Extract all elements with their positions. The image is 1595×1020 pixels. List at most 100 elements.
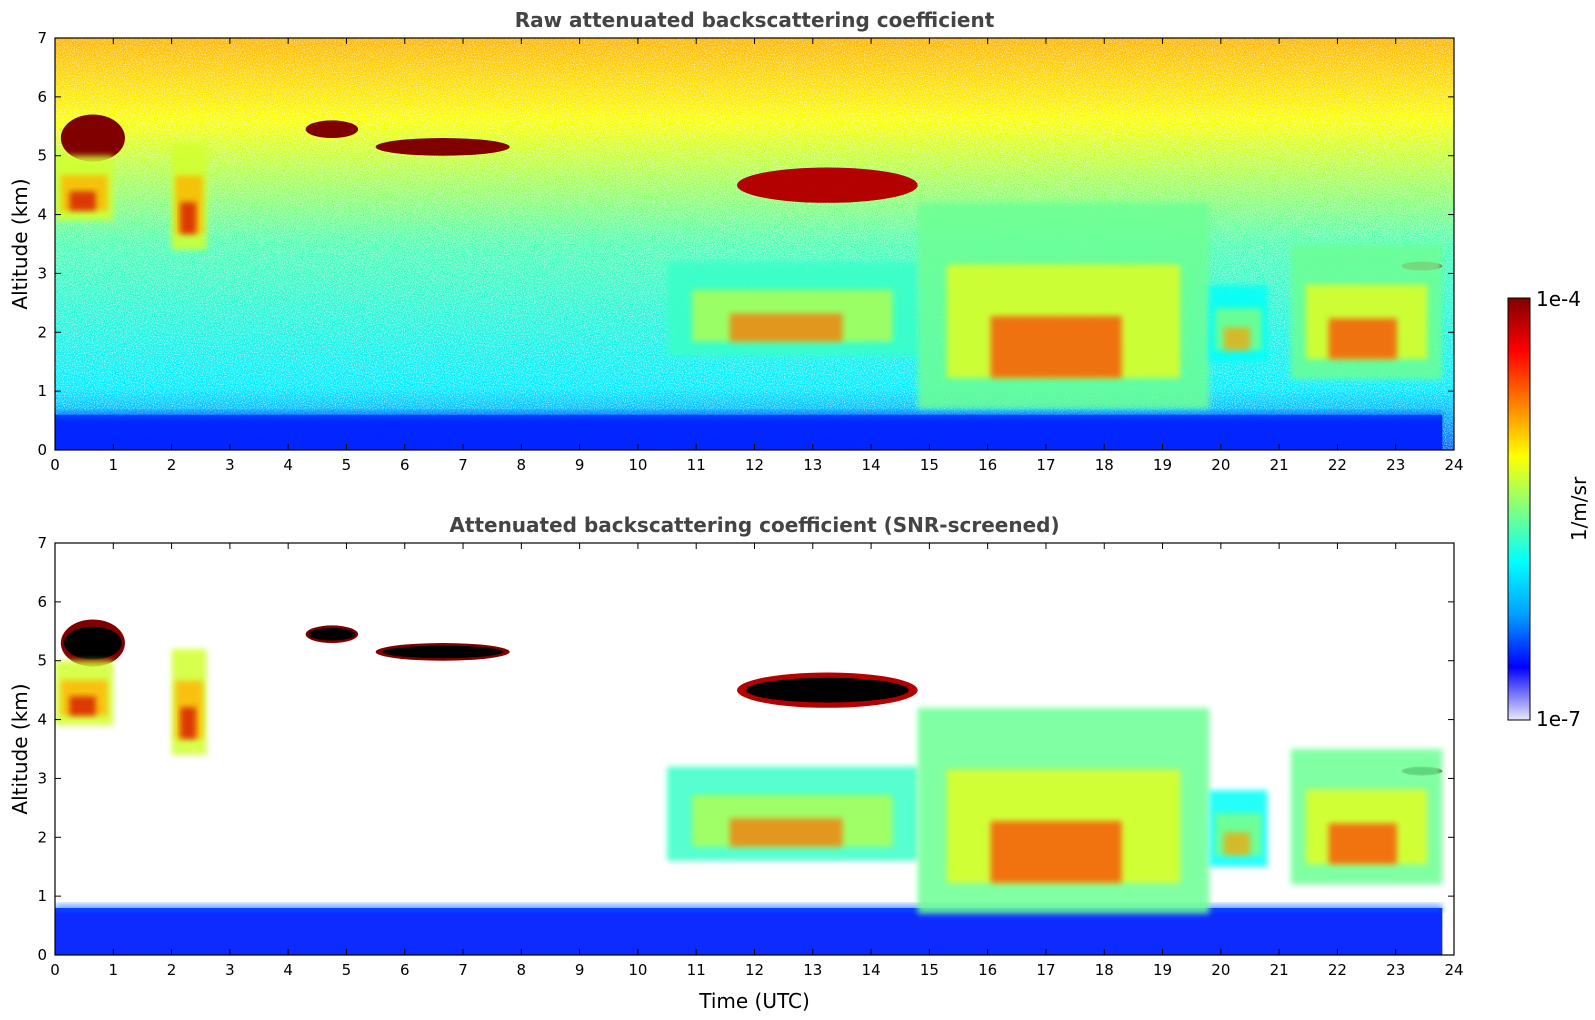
raw-elevated-cloud-feature (305, 120, 359, 139)
screened-elevated-cloud-feature (305, 625, 359, 644)
screened-aerosol-layer-feature (1209, 790, 1268, 867)
x-tick-label: 3 (225, 456, 235, 474)
x-tick-label: 6 (400, 456, 410, 474)
y-tick-label: 3 (37, 264, 47, 282)
screened-heatmap (55, 543, 1454, 955)
x-tick-label: 22 (1328, 961, 1347, 979)
raw-boundary-layer-feature (55, 410, 1443, 450)
y-tick-label: 6 (37, 88, 47, 106)
screened-virga-feature (55, 660, 114, 726)
x-tick-label: 11 (687, 961, 706, 979)
raw-virga-feature (171, 143, 207, 250)
raw-elevated-cloud-feature (60, 114, 125, 162)
x-tick-label: 20 (1211, 456, 1230, 474)
x-tick-label: 18 (1095, 961, 1114, 979)
screened-elevated-cloud-feature (737, 672, 918, 708)
screened-aerosol-layer-feature (667, 766, 918, 861)
y-tick-label: 7 (37, 534, 47, 552)
x-tick-label: 16 (978, 961, 997, 979)
screened-x-axis-label: Time (UTC) (698, 989, 810, 1013)
raw-elevated-cloud-feature (375, 138, 510, 156)
y-tick-label: 5 (37, 652, 47, 670)
raw-aerosol-layer-feature (1290, 244, 1443, 380)
screened-backscatter-panel: Attenuated backscattering coefficient (S… (8, 513, 1464, 1013)
screened-aerosol-layer-feature (917, 707, 1210, 914)
screened-x-axis: 0 1 2 3 4 5 6 7 8 9 10 11 12 13 14 15 16 17 18 19 20 21 22 23 24 (50, 543, 1464, 979)
x-tick-label: 15 (920, 456, 939, 474)
raw-x-axis: 0 1 2 3 4 5 6 7 8 9 10 11 12 13 14 15 16 17 18 19 20 21 22 23 24 (50, 38, 1464, 474)
x-tick-label: 9 (575, 961, 585, 979)
x-tick-label: 16 (978, 456, 997, 474)
x-tick-label: 2 (167, 456, 177, 474)
x-tick-label: 20 (1211, 961, 1230, 979)
screened-y-axis: 0 1 2 3 4 5 6 7 (37, 534, 1454, 964)
y-tick-label: 7 (37, 29, 47, 47)
x-tick-label: 13 (803, 456, 822, 474)
y-tick-label: 1 (37, 382, 47, 400)
x-tick-label: 11 (687, 456, 706, 474)
raw-y-axis: 0 1 2 3 4 5 6 7 (37, 29, 1454, 459)
screened-elevated-cloud-feature (60, 619, 125, 667)
x-tick-label: 5 (342, 456, 352, 474)
x-tick-label: 1 (109, 456, 119, 474)
x-tick-label: 4 (283, 961, 293, 979)
x-tick-label: 8 (517, 961, 527, 979)
x-tick-label: 12 (745, 961, 764, 979)
x-tick-label: 23 (1386, 456, 1405, 474)
screened-panel-title: Attenuated backscattering coefficient (S… (449, 513, 1059, 537)
x-tick-label: 6 (400, 961, 410, 979)
x-tick-label: 2 (167, 961, 177, 979)
screened-background (55, 543, 1454, 955)
x-tick-label: 3 (225, 961, 235, 979)
colorbar: 1e-4 1e-7 1/m/sr (1507, 287, 1591, 731)
raw-aerosol-layer-feature (1209, 285, 1268, 362)
x-tick-label: 21 (1270, 961, 1289, 979)
x-tick-label: 8 (517, 456, 527, 474)
y-tick-label: 1 (37, 887, 47, 905)
x-tick-label: 7 (458, 961, 468, 979)
x-tick-label: 19 (1153, 456, 1172, 474)
x-tick-label: 1 (109, 961, 119, 979)
raw-heatmap (55, 38, 1454, 450)
x-tick-label: 5 (342, 961, 352, 979)
x-tick-label: 24 (1444, 456, 1463, 474)
screened-aerosol-layer-feature (1290, 749, 1443, 885)
screened-elevated-cloud-feature (375, 643, 510, 661)
raw-elevated-cloud-feature (737, 167, 918, 203)
x-tick-label: 14 (862, 961, 881, 979)
x-tick-label: 13 (803, 961, 822, 979)
raw-y-axis-label: Altitude (km) (8, 178, 32, 309)
raw-virga-feature (55, 155, 114, 221)
x-tick-label: 19 (1153, 961, 1172, 979)
x-tick-label: 10 (628, 961, 647, 979)
x-tick-label: 0 (50, 456, 60, 474)
x-tick-label: 7 (458, 456, 468, 474)
y-tick-label: 5 (37, 147, 47, 165)
y-tick-label: 4 (37, 711, 47, 729)
y-tick-label: 3 (37, 769, 47, 787)
x-tick-label: 21 (1270, 456, 1289, 474)
raw-panel-title: Raw attenuated backscattering coefficien… (515, 8, 995, 32)
raw-aerosol-layer-feature (667, 261, 918, 356)
x-tick-label: 9 (575, 456, 585, 474)
raw-backscatter-panel: Raw attenuated backscattering coefficien… (8, 8, 1464, 474)
x-tick-label: 14 (862, 456, 881, 474)
x-tick-label: 10 (628, 456, 647, 474)
x-tick-label: 22 (1328, 456, 1347, 474)
screened-y-axis-label: Altitude (km) (8, 683, 32, 814)
colorbar-unit-label: 1/m/sr (1567, 476, 1591, 541)
x-tick-label: 0 (50, 961, 60, 979)
x-tick-label: 23 (1386, 961, 1405, 979)
y-tick-label: 2 (37, 323, 47, 341)
x-tick-label: 24 (1444, 961, 1463, 979)
x-tick-label: 17 (1036, 961, 1055, 979)
y-tick-label: 2 (37, 828, 47, 846)
y-tick-label: 0 (37, 946, 47, 964)
x-tick-label: 17 (1036, 456, 1055, 474)
y-tick-label: 0 (37, 441, 47, 459)
colorbar-max-label: 1e-4 (1536, 287, 1581, 311)
y-tick-label: 4 (37, 206, 47, 224)
x-tick-label: 12 (745, 456, 764, 474)
screened-virga-feature (171, 648, 207, 755)
